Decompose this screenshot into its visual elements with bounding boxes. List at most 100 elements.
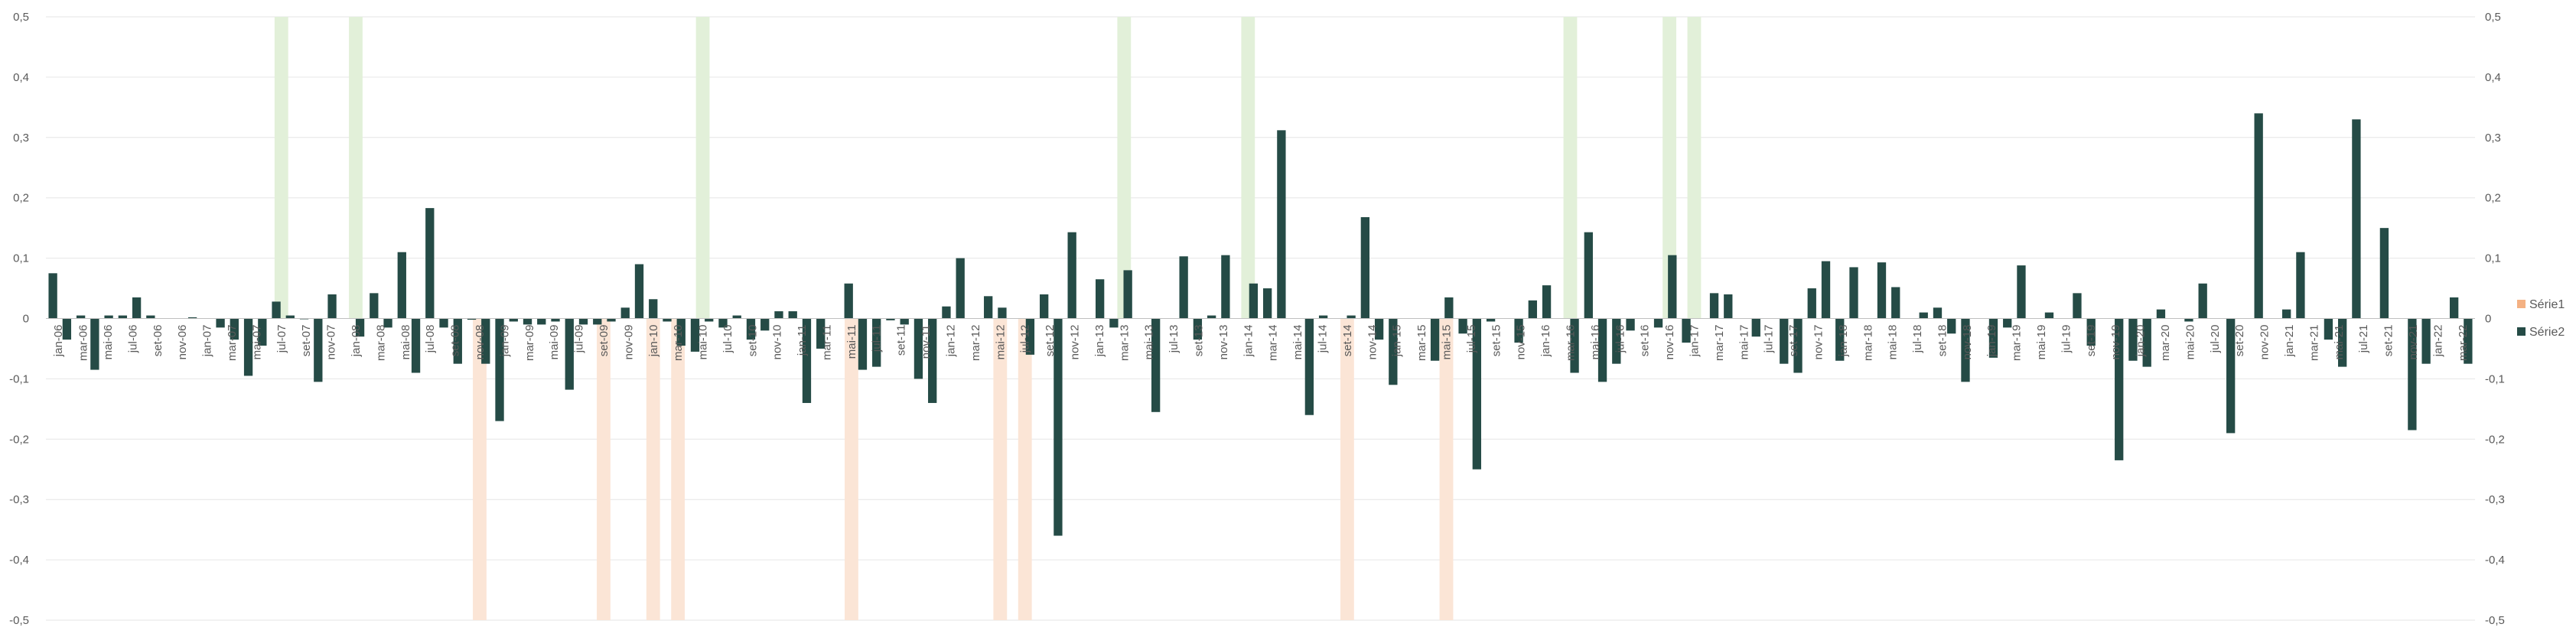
x-tick-label: jan-09 <box>498 325 511 358</box>
x-tick-label: mar-19 <box>2011 325 2024 362</box>
x-tick-label: jan-06 <box>52 325 65 358</box>
serie2-bar <box>565 318 574 390</box>
y-tick-label-left: 0,3 <box>13 132 29 145</box>
x-tick-label: set-21 <box>2382 325 2395 357</box>
serie2-bar <box>942 306 951 319</box>
x-tick-label: mai-11 <box>845 325 858 359</box>
x-tick-label: mar-07 <box>226 325 239 362</box>
serie2-bar <box>578 318 588 325</box>
serie2-bar <box>1109 318 1119 328</box>
x-tick-label: mai-08 <box>399 325 412 360</box>
serie1-bar <box>597 318 611 620</box>
x-tick-label: nov-16 <box>1663 325 1676 360</box>
x-tick-label: set-12 <box>1044 325 1057 357</box>
x-tick-label: jan-07 <box>201 325 214 358</box>
y-tick-label-right: -0,1 <box>2485 372 2505 385</box>
serie2-bar <box>230 318 239 340</box>
y-tick-label-right: 0 <box>2485 313 2491 326</box>
x-tick-label: mai-13 <box>1143 325 1156 360</box>
x-tick-label: jan-20 <box>2135 325 2148 358</box>
x-tick-label: nov-09 <box>622 325 635 360</box>
y-tick-label-right: 0,4 <box>2485 71 2501 84</box>
serie1-bar <box>1117 17 1132 319</box>
serie2-bar <box>1318 315 1328 319</box>
serie2-bar <box>2421 318 2431 364</box>
serie2-bar <box>1849 267 1858 319</box>
x-tick-label: jul-15 <box>1465 325 1478 354</box>
serie2-bar <box>243 318 253 376</box>
serie2-bar <box>187 317 197 319</box>
x-tick-label: nov-11 <box>920 325 933 359</box>
x-tick-label: set-09 <box>598 325 611 357</box>
x-tick-label: mai-12 <box>994 325 1007 360</box>
serie2-bar <box>998 307 1007 319</box>
x-tick-label: jan-10 <box>647 325 660 358</box>
serie2-bar <box>2073 293 2082 319</box>
serie2-bar <box>774 311 783 319</box>
y-tick-label-left: 0 <box>23 313 29 326</box>
x-tick-label: nov-20 <box>2258 325 2272 360</box>
x-tick-label: set-13 <box>1193 325 1206 357</box>
serie2-bar <box>1277 130 1286 319</box>
serie2-bar <box>732 315 741 319</box>
serie2-bar <box>984 296 993 319</box>
serie2-bar <box>495 318 504 421</box>
serie2-bar <box>1709 293 1719 319</box>
x-tick-label: nov-21 <box>2407 325 2420 360</box>
serie2-bar <box>2115 318 2124 460</box>
x-tick-label: mar-10 <box>672 325 685 362</box>
serie2-bar <box>2352 119 2361 319</box>
serie2-bar <box>1374 318 1384 340</box>
y-tick-label-right: 0,5 <box>2485 11 2501 24</box>
serie2-bar <box>327 294 337 319</box>
serie2-bar <box>2226 318 2236 434</box>
serie2-bar <box>1067 232 1076 319</box>
y-tick-label-right: 0,3 <box>2485 132 2501 145</box>
serie2-bar <box>425 208 435 319</box>
serie2-bar <box>2282 309 2291 319</box>
serie2-bar <box>370 293 379 319</box>
serie1-bar <box>1018 318 1032 620</box>
x-tick-label: mai-16 <box>1589 325 1602 360</box>
serie1-bar <box>845 318 858 620</box>
serie2-bar <box>1961 318 1970 382</box>
x-tick-label: mai-19 <box>2035 325 2048 360</box>
serie2-bar <box>844 283 853 319</box>
serie2-bar <box>1486 318 1496 322</box>
x-tick-label: jul-19 <box>2060 325 2073 354</box>
serie2-bar <box>1360 216 1370 319</box>
x-tick-label: mai-06 <box>102 325 115 360</box>
legend-label: Série1 <box>2529 298 2565 311</box>
serie1-bar <box>1340 318 1354 620</box>
serie2-bar <box>1821 261 1831 319</box>
serie2-bar <box>593 318 602 325</box>
serie2-bar <box>705 318 714 322</box>
serie2-bar <box>634 264 644 319</box>
serie2-bar <box>1653 318 1663 328</box>
serie2-bar <box>76 315 86 319</box>
y-tick-label-left: 0,5 <box>13 11 29 24</box>
x-tick-label: jul-08 <box>424 325 437 354</box>
y-tick-label-left: 0,4 <box>13 71 29 84</box>
serie1-bar <box>1563 17 1578 319</box>
x-tick-label: set-17 <box>1787 325 1800 357</box>
x-tick-label: jan-22 <box>2431 325 2444 358</box>
x-tick-label: mai-18 <box>1887 325 1900 360</box>
serie2-bar <box>355 318 365 337</box>
legend: Série1 Série2 <box>2517 298 2565 339</box>
serie2-bar <box>802 318 812 403</box>
x-tick-label: mai-10 <box>697 325 710 360</box>
x-tick-label: mar-16 <box>1564 325 1577 362</box>
x-tick-label: nov-12 <box>1069 325 1082 360</box>
serie2-bar <box>620 307 630 319</box>
serie2-bar <box>2086 318 2096 346</box>
x-tick-label: set-15 <box>1490 325 1503 357</box>
x-tick-label: mai-07 <box>250 325 263 360</box>
serie2-bar <box>2464 318 2473 364</box>
serie2-bar <box>397 252 406 319</box>
x-tick-label: mar-06 <box>77 325 90 362</box>
y-tick-label-left: -0,5 <box>9 614 29 627</box>
y-tick-label-right: 0,2 <box>2485 192 2501 205</box>
x-tick-label: mai-14 <box>1291 325 1304 360</box>
